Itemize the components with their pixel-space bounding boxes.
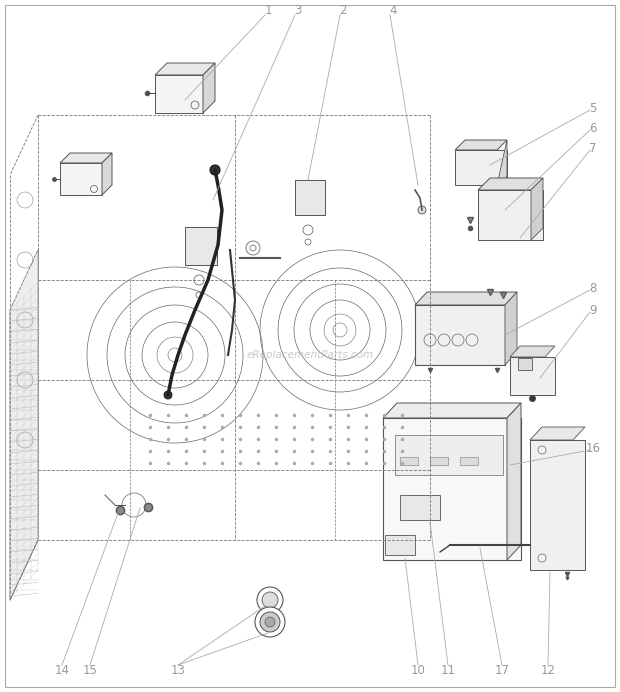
Bar [400,457,418,465]
Bar [530,440,585,570]
Text: 7: 7 [589,141,596,154]
Bar [295,180,325,215]
Text: 2: 2 [339,3,347,17]
Polygon shape [383,403,521,418]
Polygon shape [415,292,517,305]
Polygon shape [478,178,543,190]
Polygon shape [10,250,38,600]
Circle shape [260,612,280,632]
Circle shape [255,607,285,637]
Text: 14: 14 [55,664,69,677]
Bar [60,163,102,195]
Bar [518,358,532,370]
Polygon shape [155,63,215,75]
Bar [400,495,440,520]
Circle shape [257,587,283,613]
Bar [155,75,203,113]
Polygon shape [10,250,38,600]
Polygon shape [203,63,215,113]
Polygon shape [531,178,543,240]
Bar [430,457,448,465]
Polygon shape [497,140,507,220]
Circle shape [418,206,426,214]
Polygon shape [510,346,555,357]
Text: 3: 3 [294,3,302,17]
Text: 10: 10 [410,664,425,677]
Bar [385,535,415,555]
Polygon shape [102,153,112,195]
Text: 1: 1 [264,3,272,17]
Bar [510,357,555,395]
Bar [395,435,503,475]
Bar [460,457,478,465]
Polygon shape [505,292,517,365]
Bar [383,418,521,560]
Circle shape [265,617,275,627]
Bar [455,150,507,185]
Text: 5: 5 [590,102,596,114]
Text: 15: 15 [82,664,97,677]
Polygon shape [530,427,585,440]
Text: 13: 13 [170,664,185,677]
Polygon shape [455,140,507,150]
Text: eReplacementParts.com: eReplacementParts.com [246,350,374,360]
Text: 6: 6 [589,122,596,134]
Circle shape [262,592,278,608]
Polygon shape [60,153,112,163]
Circle shape [164,391,172,399]
Text: 9: 9 [589,304,596,316]
Text: 4: 4 [389,3,397,17]
Polygon shape [507,403,521,560]
Bar [415,305,505,365]
Text: 8: 8 [590,282,596,295]
Text: 16: 16 [585,441,601,455]
Bar [185,227,217,265]
Bar [478,190,543,240]
Text: 17: 17 [495,664,510,677]
Text: 12: 12 [541,664,556,677]
Text: 11: 11 [440,664,456,677]
Circle shape [210,165,220,175]
